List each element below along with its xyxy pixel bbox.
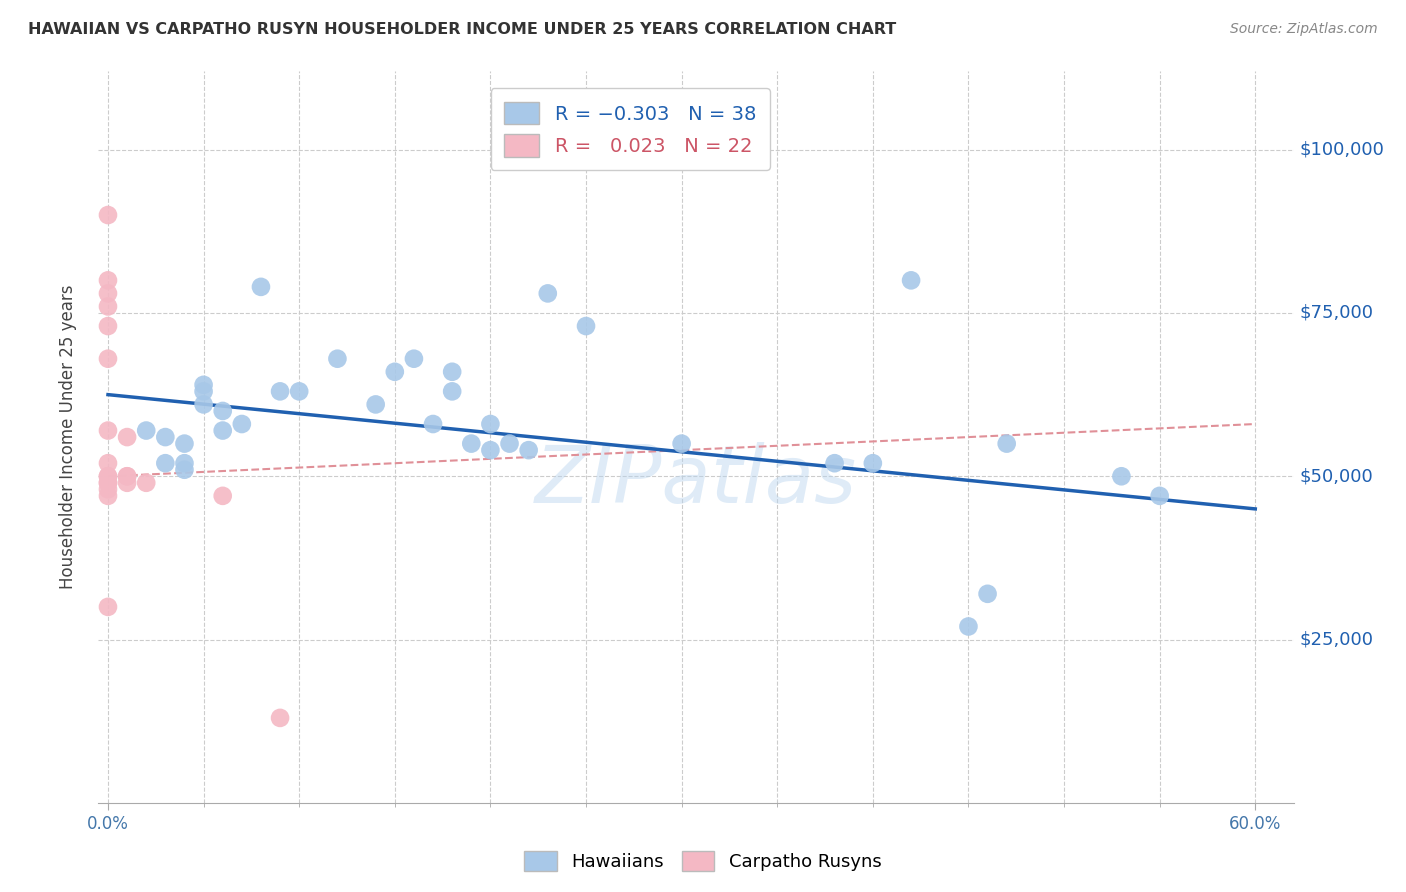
Point [479,417,502,431]
Point [269,711,291,725]
Point [97,483,120,497]
Point [1111,469,1133,483]
Point [957,619,980,633]
Point [115,469,138,483]
Point [97,319,120,334]
Point [231,417,253,431]
Point [862,456,884,470]
Point [115,475,138,490]
Point [422,417,444,431]
Point [97,351,120,366]
Point [517,443,540,458]
Point [193,397,215,411]
Point [288,384,311,399]
Point [155,456,177,470]
Point [97,475,120,490]
Point [155,430,177,444]
Point [211,424,233,438]
Point [479,443,502,458]
Point [384,365,406,379]
Point [211,404,233,418]
Point [135,424,157,438]
Point [1149,489,1171,503]
Point [135,475,157,490]
Point [193,377,215,392]
Point [97,300,120,314]
Text: $25,000: $25,000 [1299,631,1374,648]
Point [115,430,138,444]
Point [537,286,560,301]
Point [173,456,195,470]
Point [364,397,387,411]
Point [211,489,233,503]
Point [441,384,464,399]
Point [97,456,120,470]
Point [402,351,425,366]
Point [97,424,120,438]
Point [498,436,520,450]
Point [173,463,195,477]
Point [326,351,349,366]
Y-axis label: Householder Income Under 25 years: Householder Income Under 25 years [59,285,77,590]
Point [173,436,195,450]
Point [671,436,693,450]
Point [97,286,120,301]
Point [97,469,120,483]
Point [97,208,120,222]
Legend: Hawaiians, Carpatho Rusyns: Hawaiians, Carpatho Rusyns [517,844,889,879]
Point [824,456,846,470]
Text: ZIPatlas: ZIPatlas [534,442,858,520]
Point [97,599,120,614]
Point [115,469,138,483]
Point [269,384,291,399]
Point [900,273,922,287]
Legend: R = −0.303   N = 38, R =   0.023   N = 22: R = −0.303 N = 38, R = 0.023 N = 22 [491,88,769,170]
Point [995,436,1018,450]
Text: Source: ZipAtlas.com: Source: ZipAtlas.com [1230,22,1378,37]
Point [97,273,120,287]
Point [97,469,120,483]
Point [575,319,598,334]
Point [193,384,215,399]
Text: $100,000: $100,000 [1299,141,1385,159]
Text: $75,000: $75,000 [1299,304,1374,322]
Point [250,280,273,294]
Text: $50,000: $50,000 [1299,467,1374,485]
Point [441,365,464,379]
Point [97,475,120,490]
Text: HAWAIIAN VS CARPATHO RUSYN HOUSEHOLDER INCOME UNDER 25 YEARS CORRELATION CHART: HAWAIIAN VS CARPATHO RUSYN HOUSEHOLDER I… [28,22,897,37]
Point [460,436,482,450]
Point [97,489,120,503]
Point [976,587,998,601]
